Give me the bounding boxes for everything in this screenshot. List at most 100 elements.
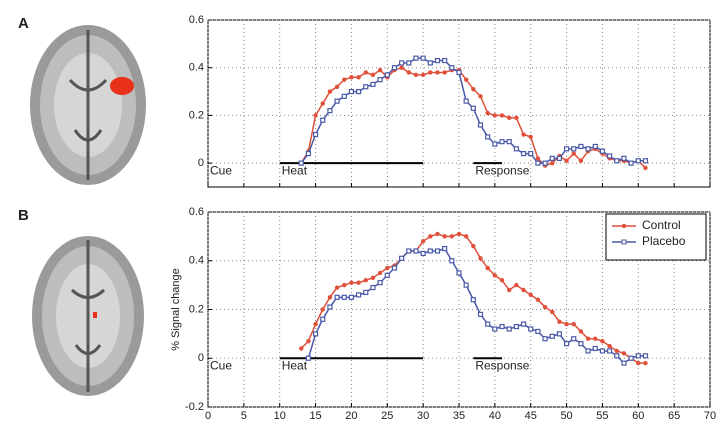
figure: 00.20.40.6ACueHeatResponse05101520253035… [0,0,720,424]
marker [313,113,317,117]
marker [356,280,360,284]
marker [435,249,439,253]
marker [400,256,404,260]
marker [550,334,554,338]
marker [593,337,597,341]
marker [643,166,647,170]
marker [485,111,489,115]
marker [471,87,475,91]
marker [392,266,396,270]
marker [514,116,518,120]
marker [493,142,497,146]
marker [385,73,389,77]
marker [579,144,583,148]
annotation: Cue [210,358,232,372]
marker [600,149,604,153]
marker [471,298,475,302]
marker [500,113,504,117]
marker [321,101,325,105]
marker [313,322,317,326]
marker [306,339,310,343]
marker [643,361,647,365]
marker [615,159,619,163]
marker [392,66,396,70]
marker [629,356,633,360]
marker [435,70,439,74]
marker [385,273,389,277]
marker [378,271,382,275]
x-tick-label: 50 [560,410,572,422]
marker [349,280,353,284]
marker [328,109,332,113]
marker [328,89,332,93]
marker [636,159,640,163]
marker [414,56,418,60]
marker [579,159,583,163]
x-tick-label: 10 [274,410,286,422]
marker [521,132,525,136]
marker [622,351,626,355]
marker [514,283,518,287]
marker [514,147,518,151]
marker [485,266,489,270]
marker [521,288,525,292]
marker [442,234,446,238]
y-tick-label: 0.4 [189,255,204,267]
marker [565,147,569,151]
marker [565,342,569,346]
marker [479,312,483,316]
marker [378,78,382,82]
x-tick-label: 30 [417,410,429,422]
marker [479,123,483,127]
marker [364,85,368,89]
marker [356,75,360,79]
marker [399,66,403,70]
marker [299,161,303,165]
marker [507,288,511,292]
y-tick-label: 0.2 [189,303,204,315]
x-tick-label: 60 [632,410,644,422]
marker [486,135,490,139]
brain-image-a [30,25,146,185]
marker [572,337,576,341]
marker [607,344,611,348]
marker [557,319,561,323]
marker [428,249,432,253]
marker [342,295,346,299]
marker [349,295,353,299]
x-tick-label: 55 [596,410,608,422]
marker [564,159,568,163]
marker [421,251,425,255]
annotation: Heat [282,358,308,372]
marker [414,249,418,253]
marker [371,73,375,77]
marker [579,329,583,333]
marker [579,342,583,346]
annotation: Response [475,163,529,177]
marker [572,147,576,151]
marker [478,256,482,260]
marker [335,85,339,89]
x-tick-label: 40 [489,410,501,422]
marker [321,118,325,122]
x-tick-label: 25 [381,410,393,422]
marker [428,70,432,74]
y-tick-label: 0.6 [189,14,204,26]
marker [536,298,540,302]
marker [507,116,511,120]
marker [342,283,346,287]
legend-label: Placebo [642,234,686,248]
marker [471,244,475,248]
marker [643,159,647,163]
marker [364,70,368,74]
legend-label: Control [642,218,681,232]
marker [421,56,425,60]
marker [342,77,346,81]
x-tick-label: 35 [453,410,465,422]
marker [450,234,454,238]
marker [400,61,404,65]
marker [478,94,482,98]
marker [349,90,353,94]
marker [493,273,497,277]
marker [600,349,604,353]
